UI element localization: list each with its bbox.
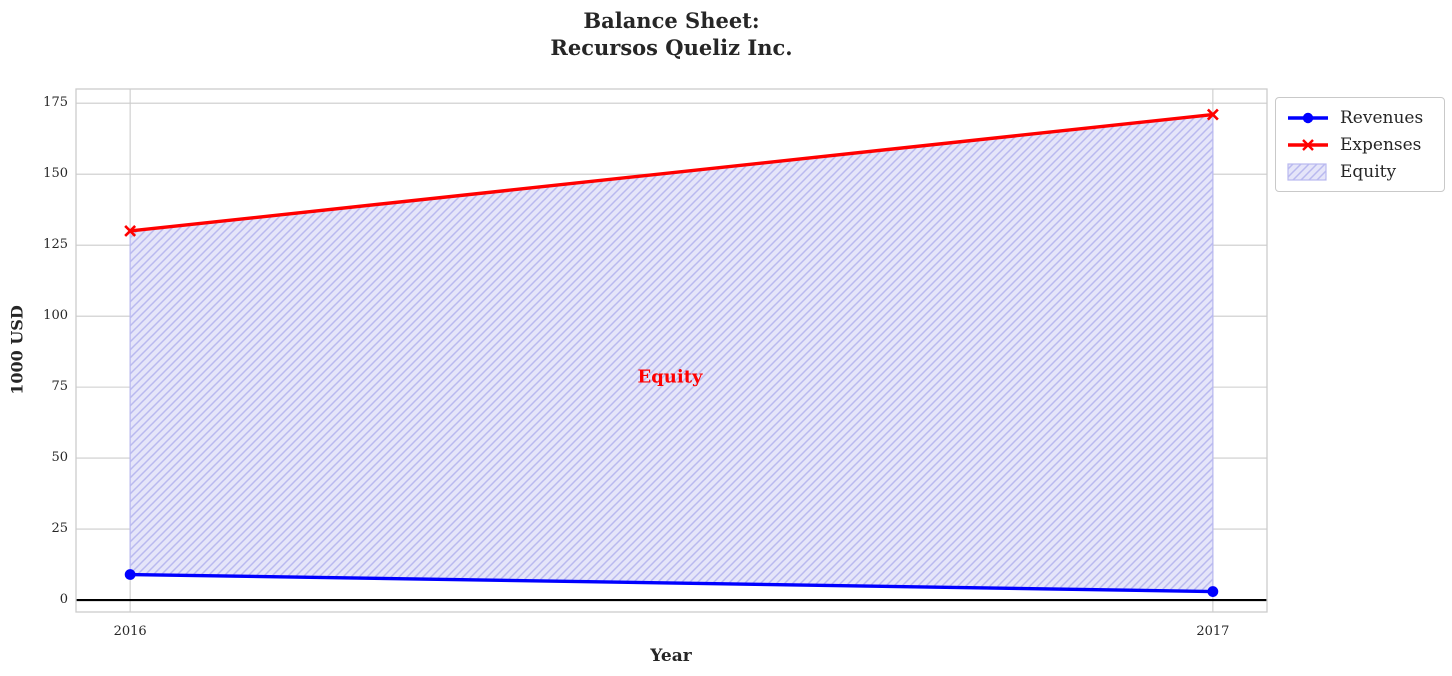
legend: Revenues Expenses Equity: [1275, 97, 1445, 192]
equity-fill-area: [129, 113, 1214, 593]
legend-item-equity: Equity: [1286, 159, 1434, 184]
legend-line-circle-icon: [1288, 112, 1328, 123]
expenses-x-marker-icon: [1206, 108, 1219, 121]
x-axis-label: Year: [650, 646, 692, 666]
axes-spines: [75, 88, 1268, 613]
x-tick-label: 2016: [113, 624, 147, 639]
expenses-line: [129, 112, 1214, 233]
legend-item-label: Revenues: [1340, 107, 1424, 128]
expenses-x-marker-icon: [124, 225, 137, 237]
chart-title-line1: Balance Sheet:: [583, 8, 760, 33]
y-tick-label: 100: [43, 308, 68, 324]
chart-title: Balance Sheet: Recursos Queliz Inc.: [76, 7, 1267, 61]
x-tick-label: 2017: [1196, 624, 1230, 639]
equity-annotation: Equity: [637, 366, 703, 388]
y-tick-label: 150: [43, 166, 68, 182]
y-tick-label: 125: [43, 237, 68, 253]
legend-item-label: Equity: [1340, 161, 1397, 182]
legend-item-label: Expenses: [1340, 134, 1422, 155]
y-tick-label: 25: [51, 521, 68, 537]
y-tick-label: 75: [51, 379, 68, 395]
legend-item-revenues: Revenues: [1286, 105, 1434, 130]
y-tick-label: 175: [43, 95, 68, 111]
y-tick-label: 0: [59, 592, 68, 608]
revenues-line: [130, 572, 1213, 594]
chart-title-line2: Recursos Queliz Inc.: [550, 35, 793, 60]
y-tick-label: 50: [51, 450, 68, 466]
revenues-circle-marker-icon: [124, 569, 136, 580]
legend-hatch-patch-icon: [1287, 162, 1327, 181]
legend-item-expenses: Expenses: [1286, 132, 1434, 157]
revenues-circle-marker-icon: [1207, 586, 1219, 597]
legend-line-x-icon: [1288, 138, 1328, 151]
